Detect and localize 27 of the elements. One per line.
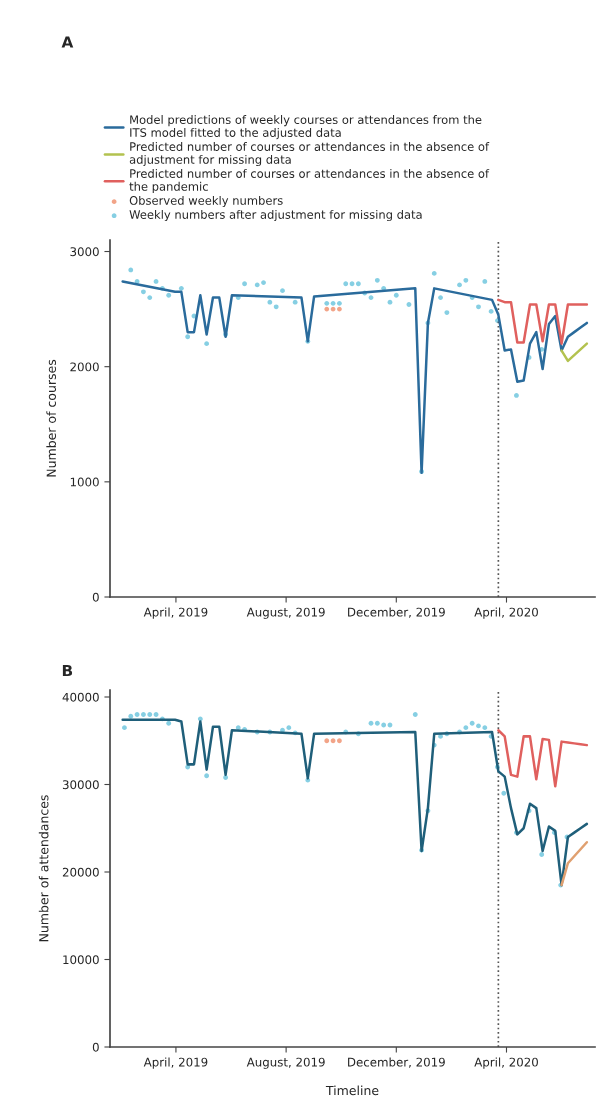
legend-label: Predicted number of courses or attendances in the absence of adjustment for missing data: [129, 142, 490, 167]
x-axis-title: Timeline: [325, 1085, 379, 1096]
y-axis-title: Number of courses: [46, 359, 57, 477]
y-tick-label: 2000: [70, 362, 99, 372]
y-tick-label: 40000: [62, 692, 99, 702]
x-tick-label: April, 2019: [143, 1057, 208, 1069]
y-tick-label: 1000: [70, 477, 99, 487]
y-tick-label: 3000: [70, 247, 99, 257]
x-tick-label: April, 2019: [143, 607, 208, 619]
y-tick-label: 0: [92, 1042, 99, 1052]
legend-label: Model predictions of weekly courses or attendances from the ITS model fitted to the adjusted data: [130, 115, 482, 140]
y-axis-title: Number of attendances: [38, 795, 49, 942]
x-tick-label: April, 2020: [474, 607, 538, 619]
x-tick-label: August, 2019: [246, 607, 325, 619]
y-tick-label: 0: [92, 592, 99, 602]
legend-label: Predicted number of courses or attendances in the absence of the pandemic: [129, 168, 490, 194]
legend-label: Observed weekly numbers: [129, 195, 283, 208]
y-tick-label: 20000: [62, 867, 99, 877]
legend-label: Weekly numbers after adjustment for missing data: [129, 209, 422, 222]
y-tick-label: 10000: [63, 955, 99, 965]
x-tick-label: April, 2020: [474, 1057, 538, 1069]
chart-title: A: [61, 36, 74, 48]
x-tick-label: December, 2019: [348, 607, 445, 618]
x-tick-label: August, 2019: [246, 1057, 325, 1069]
chart-title: B: [62, 664, 73, 677]
y-tick-label: 30000: [62, 780, 99, 790]
x-tick-label: December, 2019: [348, 1057, 445, 1068]
